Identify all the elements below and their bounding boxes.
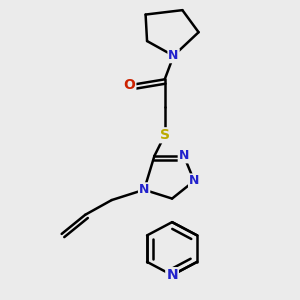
Text: N: N <box>189 174 200 188</box>
Text: N: N <box>166 268 178 282</box>
Text: S: S <box>160 128 170 142</box>
Text: N: N <box>168 49 179 62</box>
Text: N: N <box>139 183 149 196</box>
Text: N: N <box>179 149 189 162</box>
Text: O: O <box>124 78 135 92</box>
